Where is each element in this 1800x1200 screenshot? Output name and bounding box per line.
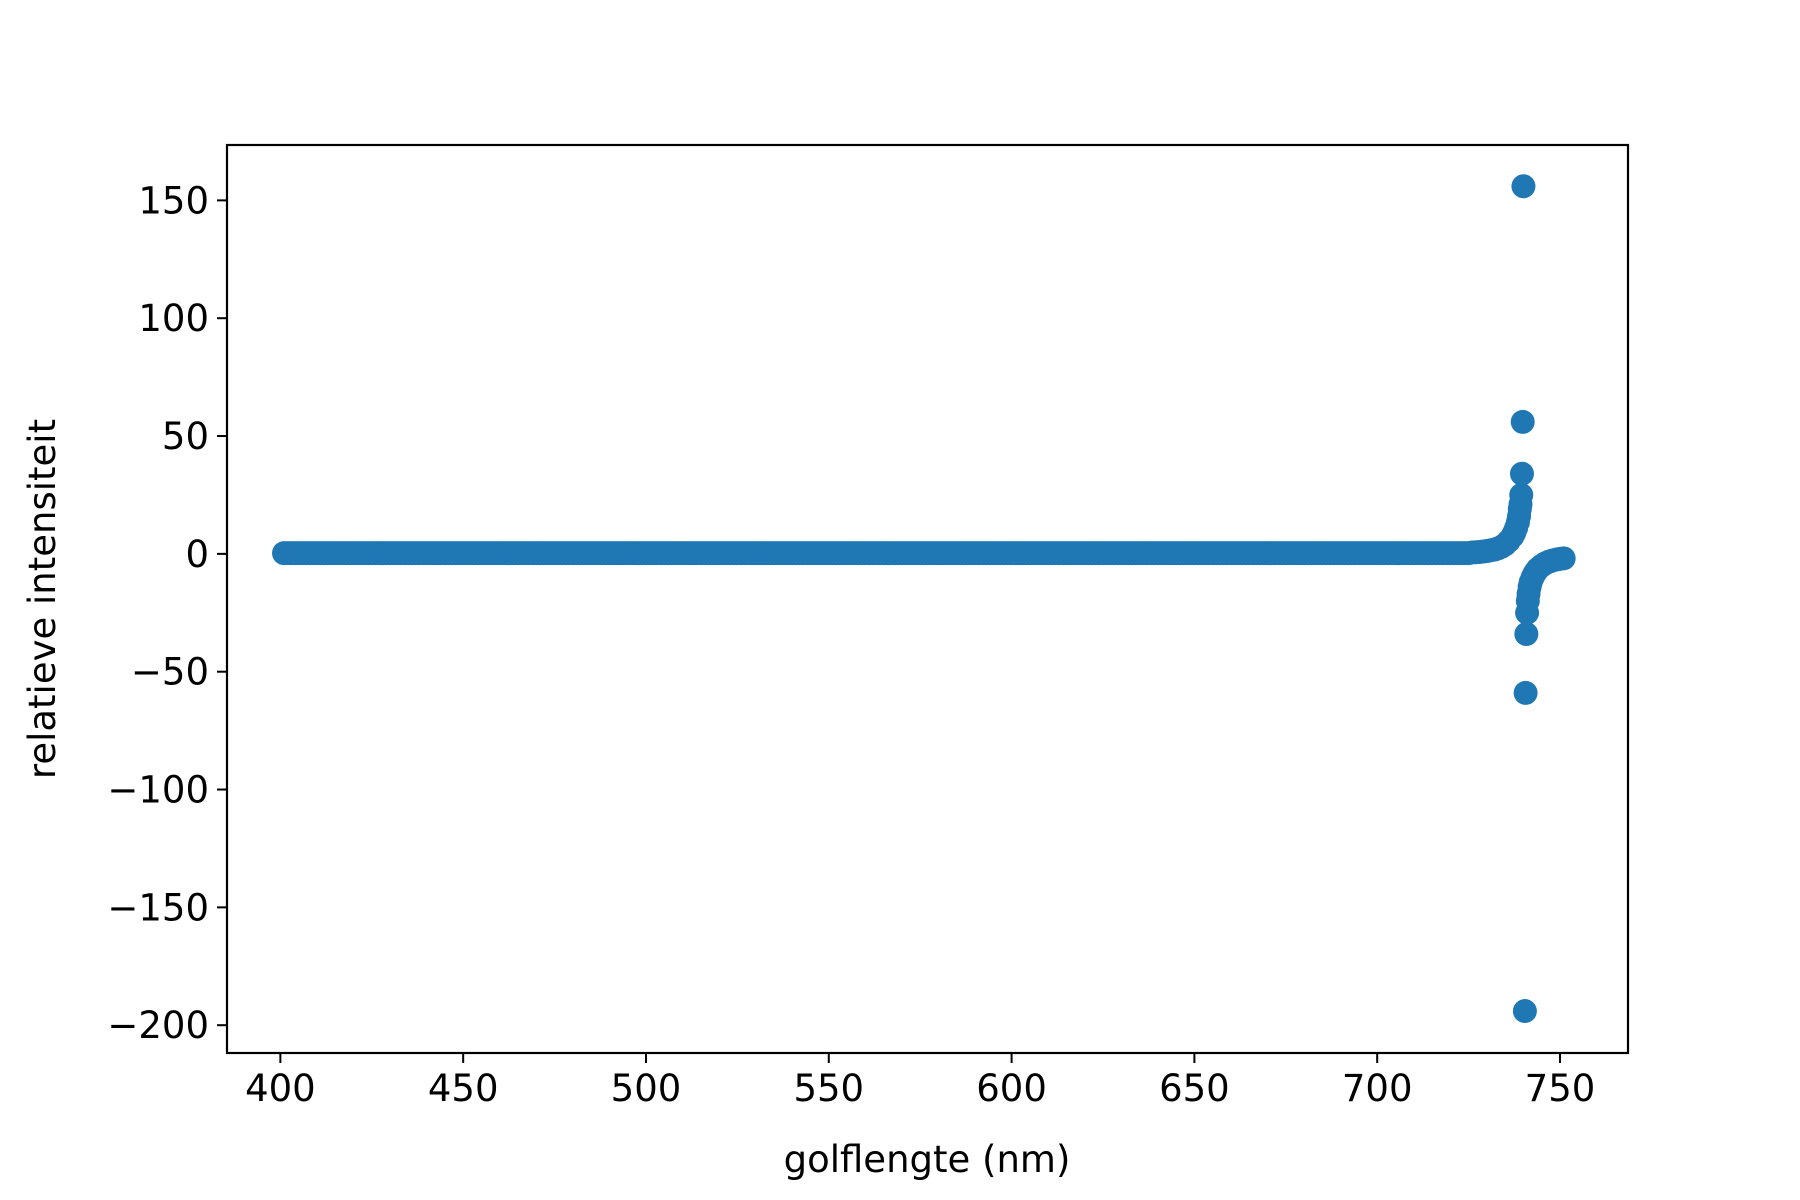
- x-tick-label: 450: [428, 1067, 499, 1110]
- data-point: [1513, 680, 1538, 705]
- y-tick-label: −150: [107, 886, 209, 929]
- y-tick-label: −200: [107, 1004, 209, 1047]
- x-axis-label: golflengte (nm): [784, 1138, 1071, 1181]
- x-tick-label: 500: [611, 1067, 682, 1110]
- y-tick-label: 50: [162, 415, 209, 458]
- data-point: [1509, 461, 1534, 486]
- data-point: [1551, 546, 1576, 571]
- y-tick-label: −100: [107, 769, 209, 812]
- data-point: [1514, 621, 1539, 646]
- y-tick-label: 100: [138, 297, 209, 340]
- data-point: [1509, 482, 1534, 507]
- x-tick-label: 550: [793, 1067, 864, 1110]
- y-tick-label: −50: [131, 651, 209, 694]
- data-points: [272, 174, 1576, 1024]
- data-point: [1512, 999, 1537, 1024]
- x-tick-label: 600: [976, 1067, 1047, 1110]
- plot-frame: [225, 143, 1630, 1055]
- y-axis-label: relatieve intensiteit: [21, 419, 64, 779]
- x-tick-label: 650: [1159, 1067, 1230, 1110]
- data-point: [1510, 409, 1535, 434]
- x-tick-label: 750: [1525, 1067, 1596, 1110]
- x-tick-label: 400: [245, 1067, 316, 1110]
- y-tick-label: 150: [138, 179, 209, 222]
- x-tick-label: 700: [1342, 1067, 1413, 1110]
- x-axis-ticks: 400 450 500 550 600 650 700 750: [245, 1053, 1595, 1110]
- y-tick-label: 0: [185, 533, 209, 576]
- data-point: [1511, 174, 1536, 199]
- y-axis-ticks: 150 100 50 0 −50 −100 −150 −200: [107, 179, 227, 1047]
